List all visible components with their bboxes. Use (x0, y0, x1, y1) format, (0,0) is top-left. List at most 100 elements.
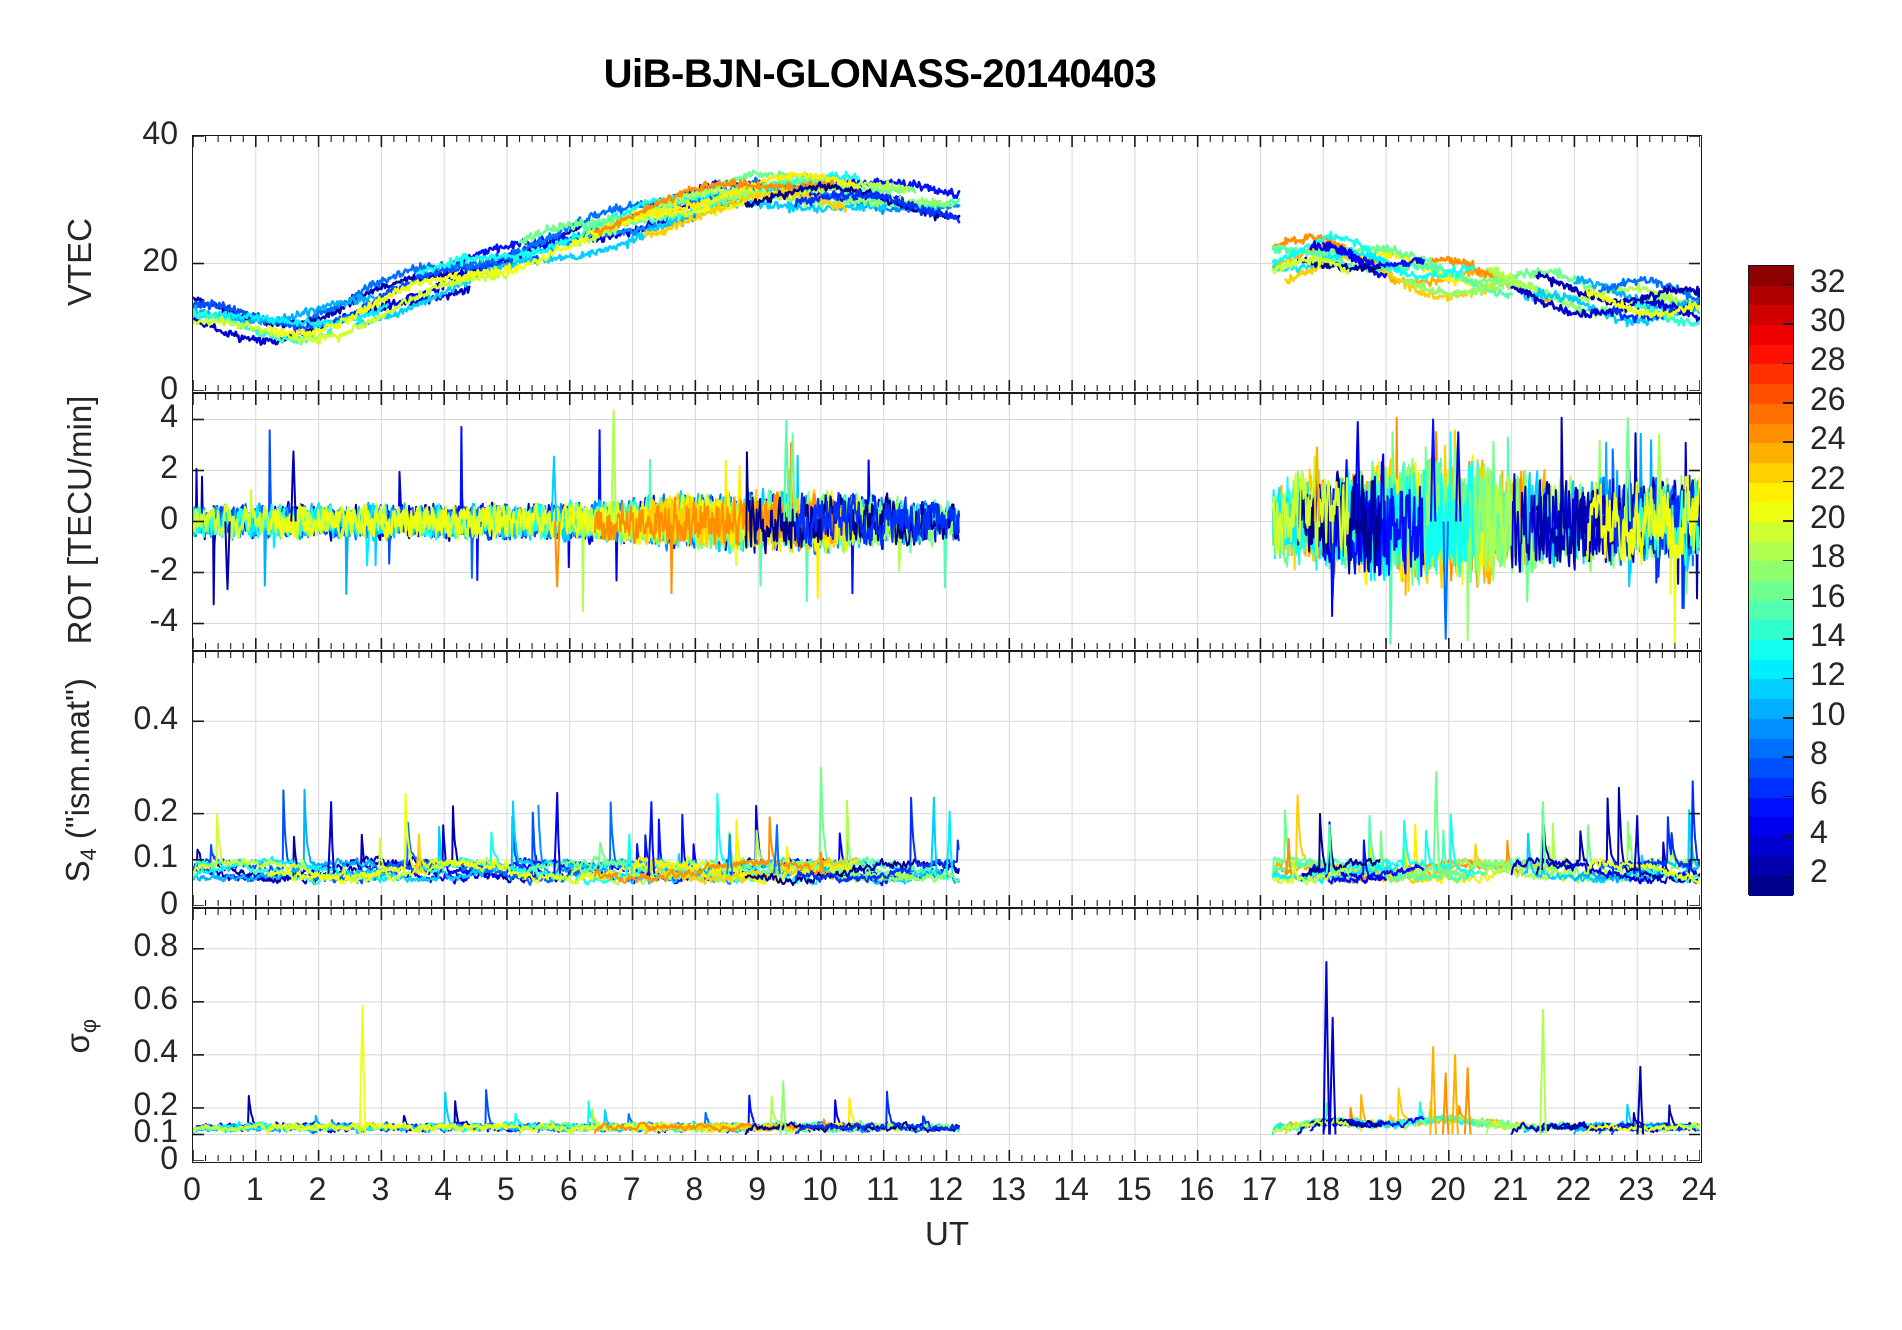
spike-prn-24-13 (1284, 838, 1293, 874)
ytick-label-s4-1: 0.1 (133, 838, 178, 875)
colorbar-tick-label-26: 26 (1810, 380, 1846, 417)
spike-prn-24-9 (1441, 1072, 1450, 1135)
colorbar-tick-mark-8 (1783, 756, 1794, 758)
spike-prn-3-9 (1633, 814, 1642, 874)
ytick-label-sigphi-4: 0.6 (133, 980, 178, 1017)
plot-panel-vtec (192, 135, 1702, 393)
xtick-label-22: 22 (1555, 1171, 1592, 1207)
yaxis-label-s4: S4 ("ism.mat") (58, 677, 101, 882)
colorbar-tick-label-6: 6 (1810, 774, 1828, 811)
yaxis-label-rot: ROT [TECU/min] (61, 395, 98, 645)
plot-canvas-sigphi (193, 909, 1700, 1161)
colorbar-level-19 (1749, 521, 1793, 542)
ytick-label-rot-3: 2 (160, 449, 178, 485)
spike-prn-15-1 (783, 419, 790, 522)
ytick-label-vtec-1: 20 (142, 242, 178, 278)
series-prn-1 (1297, 812, 1381, 882)
colorbar-level-13 (1749, 640, 1793, 660)
plot-panel-rot (192, 393, 1702, 651)
colorbar-level-5 (1749, 797, 1793, 818)
spike-prn-18-7 (1539, 1008, 1547, 1135)
plot-panel-sigphi (192, 908, 1702, 1163)
spike-prn-9-11 (726, 833, 734, 874)
colorbar-level-6 (1749, 777, 1793, 798)
colorbar-tick-label-24: 24 (1810, 420, 1846, 457)
colorbar-level-9 (1749, 718, 1793, 739)
ytick-label-sigphi-5: 0.8 (133, 927, 178, 964)
spike-prn-24-4 (553, 521, 561, 588)
plot-canvas-s4 (193, 652, 1700, 906)
colorbar-level-1 (1749, 876, 1793, 896)
series-prn-24 (593, 816, 834, 884)
colorbar-tick-label-2: 2 (1810, 853, 1828, 890)
spike-prn-16-2 (789, 432, 796, 522)
ytick-label-s4-3: 0.4 (133, 699, 178, 736)
spike-prn-3-3 (1328, 1016, 1337, 1135)
colorbar-level-28 (1749, 344, 1793, 365)
series-prn-6 (1611, 780, 1700, 878)
spike-prn-20-0 (358, 1004, 367, 1135)
xtick-label-0: 0 (183, 1171, 201, 1207)
colorbar-level-14 (1749, 620, 1793, 641)
colorbar-level-2 (1749, 856, 1793, 877)
plot-panel-s4 (192, 651, 1702, 908)
series-prn-6 (794, 491, 960, 547)
colorbar-tick-mark-26 (1783, 402, 1794, 404)
colorbar-tick-mark-2 (1783, 874, 1794, 877)
data-traces-s4 (193, 766, 1700, 887)
xtick-label-24: 24 (1681, 1171, 1717, 1207)
colorbar-tick-mark-16 (1783, 598, 1794, 601)
xtick-label-10: 10 (802, 1171, 838, 1207)
colorbar-tick-label-8: 8 (1810, 735, 1828, 772)
series-prn-24 (593, 442, 835, 595)
xtick-label-23: 23 (1618, 1171, 1654, 1207)
colorbar-level-3 (1749, 836, 1793, 857)
spike-prn-23-4 (1429, 1045, 1437, 1135)
colorbar-level-11 (1749, 679, 1793, 700)
colorbar-tick-mark-10 (1783, 717, 1794, 719)
ytick-label-s4-0: 0 (160, 884, 178, 921)
colorbar-tick-label-10: 10 (1810, 695, 1846, 732)
colorbar-tick-label-30: 30 (1810, 302, 1846, 339)
colorbar-level-10 (1749, 699, 1793, 719)
series-prn-20 (267, 1121, 747, 1135)
xtick-label-17: 17 (1241, 1171, 1278, 1207)
ytick-label-sigphi-2: 0.2 (133, 1086, 178, 1123)
series-prn-10 (1573, 275, 1700, 312)
xtick-label-6: 6 (559, 1171, 578, 1207)
spike-prn-4-7 (1354, 421, 1361, 522)
colorbar-tick-mark-32 (1783, 283, 1794, 286)
axis-ticks-rot (193, 394, 1700, 649)
series-prn-1 (1296, 256, 1382, 273)
xtick-label-13: 13 (990, 1171, 1027, 1207)
spike-prn-17-1 (779, 1080, 788, 1135)
series-prn-14 (1636, 1122, 1700, 1135)
xtick-label-12: 12 (927, 1171, 964, 1207)
spike-prn-2-8 (1636, 1065, 1645, 1135)
colorbar-tick-label-12: 12 (1810, 656, 1846, 693)
colorbar-level-16 (1749, 581, 1793, 601)
data-traces-sigphi (193, 961, 1700, 1136)
xtick-label-19: 19 (1367, 1171, 1403, 1207)
plot-canvas-vtec (193, 136, 1700, 391)
colorbar-level-32 (1749, 266, 1793, 286)
colorbar-tick-mark-14 (1783, 638, 1794, 640)
colorbar-level-20 (1749, 502, 1793, 522)
colorbar-level-26 (1749, 384, 1793, 404)
xtick-label-5: 5 (497, 1171, 515, 1207)
page-title: UiB-BJN-GLONASS-20140403 (603, 52, 1157, 96)
series-prn-6 (794, 1090, 960, 1135)
series-prn-19 (1271, 254, 1350, 275)
spike-prn-23-14 (1313, 446, 1321, 522)
series-prn-12 (1271, 247, 1400, 273)
colorbar-tick-label-28: 28 (1810, 341, 1846, 378)
spike-prn-8-4 (773, 824, 781, 874)
series-prn-21 (631, 170, 860, 218)
colorbar[interactable] (1748, 265, 1794, 896)
series-prn-19 (193, 813, 508, 884)
colorbar-level-8 (1749, 738, 1793, 759)
xtick-label-9: 9 (748, 1171, 767, 1207)
ytick-label-sigphi-1: 0.1 (133, 1112, 178, 1149)
spike-prn-13-10 (625, 833, 634, 874)
colorbar-level-15 (1749, 600, 1793, 621)
